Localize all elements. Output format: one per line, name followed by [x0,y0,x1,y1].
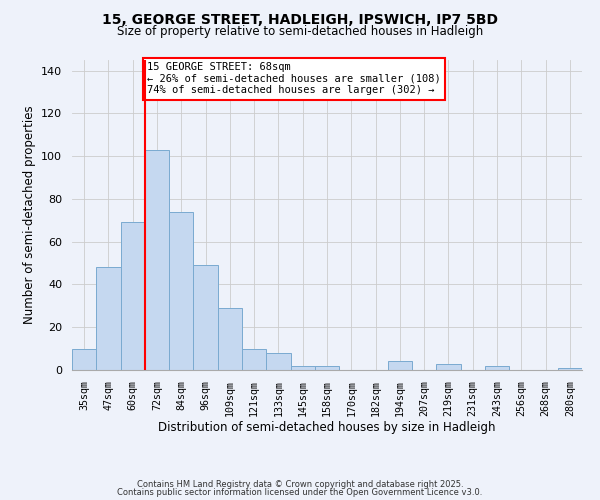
Y-axis label: Number of semi-detached properties: Number of semi-detached properties [23,106,35,324]
Text: Contains public sector information licensed under the Open Government Licence v3: Contains public sector information licen… [118,488,482,497]
Text: 15 GEORGE STREET: 68sqm
← 26% of semi-detached houses are smaller (108)
74% of s: 15 GEORGE STREET: 68sqm ← 26% of semi-de… [147,62,441,96]
Bar [72,348,96,370]
Bar [121,222,145,370]
Bar [242,348,266,370]
Bar [169,212,193,370]
Bar [193,265,218,370]
Bar [485,366,509,370]
Bar [266,353,290,370]
Bar [290,366,315,370]
X-axis label: Distribution of semi-detached houses by size in Hadleigh: Distribution of semi-detached houses by … [158,422,496,434]
Bar [315,366,339,370]
Bar [436,364,461,370]
Text: Contains HM Land Registry data © Crown copyright and database right 2025.: Contains HM Land Registry data © Crown c… [137,480,463,489]
Bar [145,150,169,370]
Text: Size of property relative to semi-detached houses in Hadleigh: Size of property relative to semi-detach… [117,25,483,38]
Text: 15, GEORGE STREET, HADLEIGH, IPSWICH, IP7 5BD: 15, GEORGE STREET, HADLEIGH, IPSWICH, IP… [102,12,498,26]
Bar [558,368,582,370]
Bar [218,308,242,370]
Bar [96,268,121,370]
Bar [388,362,412,370]
